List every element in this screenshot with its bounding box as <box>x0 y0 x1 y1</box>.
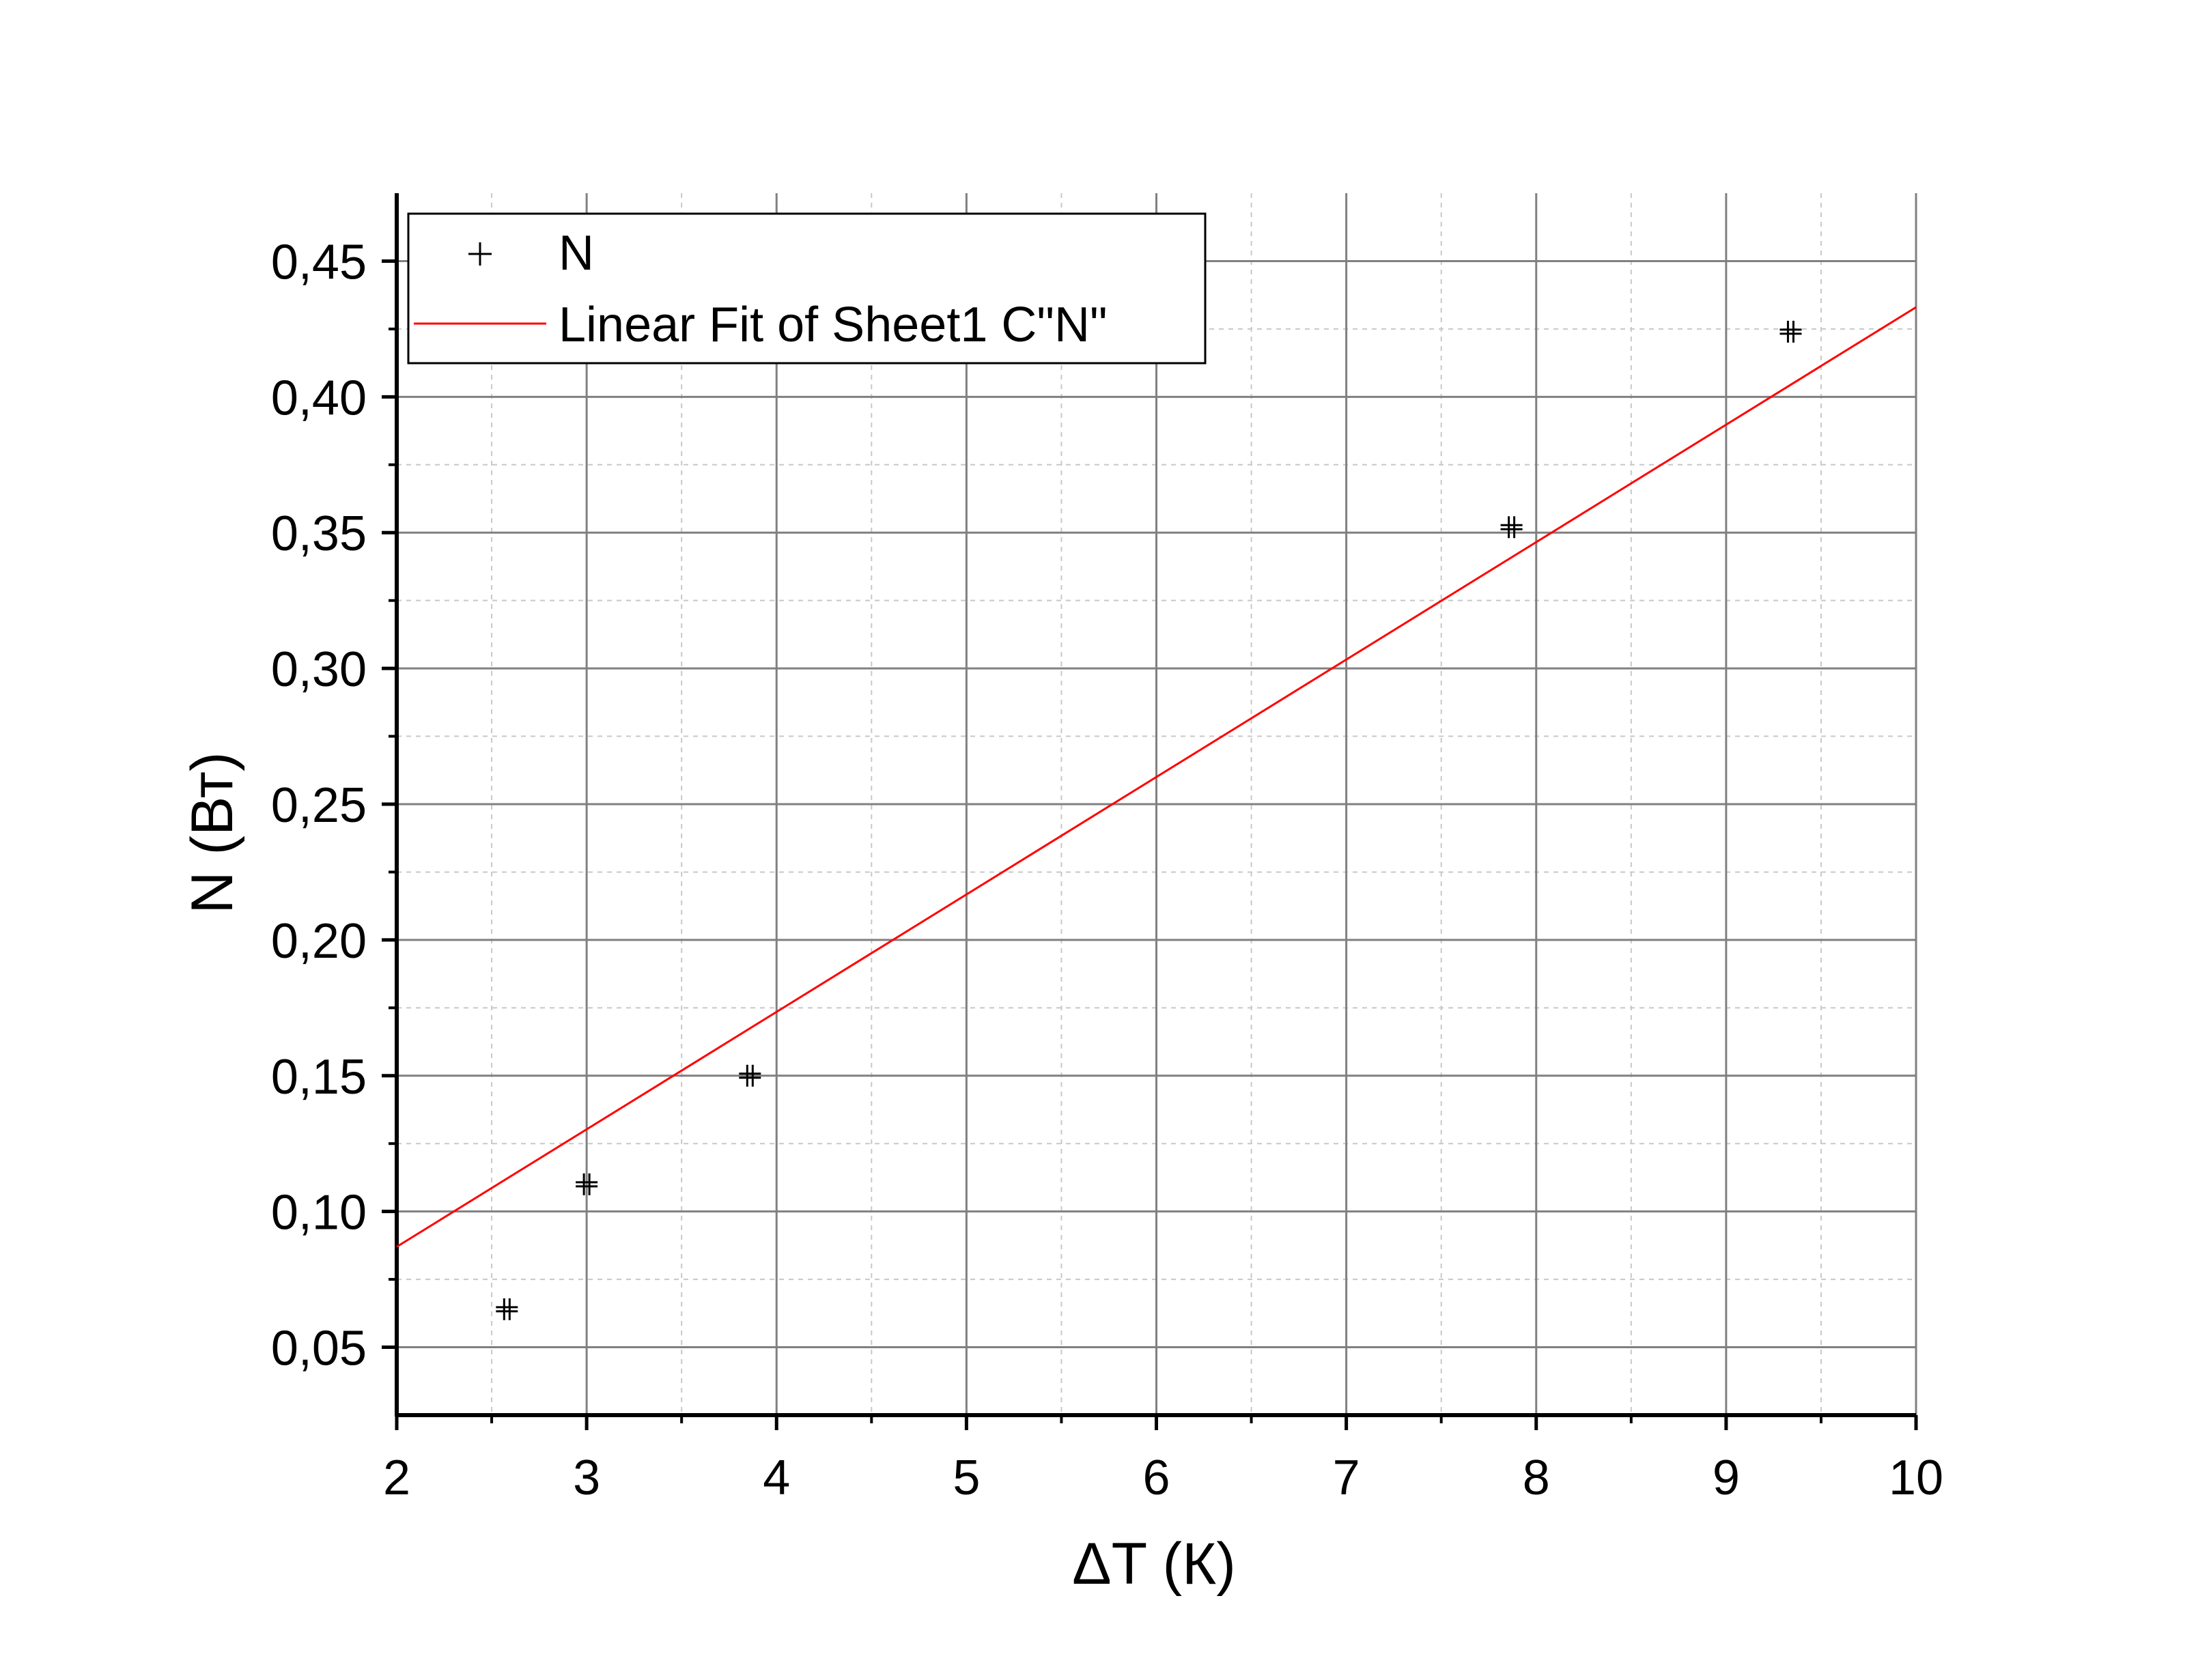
x-tick-label: 6 <box>1142 1451 1170 1505</box>
ticks: 2 3 4 5 6 7 8 9 10 0,05 0,10 0,15 0,20 0,25 0,30 0,35 0,… <box>271 235 1943 1505</box>
x-tick-label: 2 <box>383 1451 410 1505</box>
y-tick-label: 0,10 <box>271 1186 367 1240</box>
y-tick-label: 0,45 <box>271 235 367 289</box>
data-point <box>739 1064 761 1087</box>
y-tick-label: 0,35 <box>271 507 367 561</box>
data-point <box>496 1298 518 1320</box>
x-tick-label: 9 <box>1713 1451 1740 1505</box>
legend-marker-n <box>468 242 492 266</box>
x-tick-label: 10 <box>1889 1451 1943 1505</box>
x-tick-label: 8 <box>1523 1451 1550 1505</box>
fit-line <box>396 306 1917 1248</box>
legend-box <box>407 212 1207 365</box>
legend-label-fit: Linear Fit of Sheet1 C"N" <box>559 298 1108 352</box>
plot-series <box>396 306 1917 1320</box>
legend-label-n: N <box>559 226 594 281</box>
legend: N Linear Fit of Sheet1 C"N" <box>407 212 1207 365</box>
x-tick-label: 4 <box>763 1451 790 1505</box>
y-tick-label: 0,30 <box>271 642 367 697</box>
data-point <box>576 1173 598 1195</box>
x-axis-label: ΔT (К) <box>1072 1531 1236 1597</box>
y-tick-label: 0,25 <box>271 778 367 833</box>
data-point <box>1779 320 1802 343</box>
data-point <box>1500 516 1523 539</box>
x-tick-label: 7 <box>1333 1451 1360 1505</box>
x-tick-label: 5 <box>953 1451 980 1505</box>
y-axis-label: N (Вт) <box>180 752 245 913</box>
y-tick-label: 0,05 <box>271 1322 367 1376</box>
y-tick-label: 0,20 <box>271 914 367 969</box>
y-tick-label: 0,40 <box>271 371 367 425</box>
y-tick-label: 0,15 <box>271 1050 367 1105</box>
x-tick-label: 3 <box>573 1451 600 1505</box>
